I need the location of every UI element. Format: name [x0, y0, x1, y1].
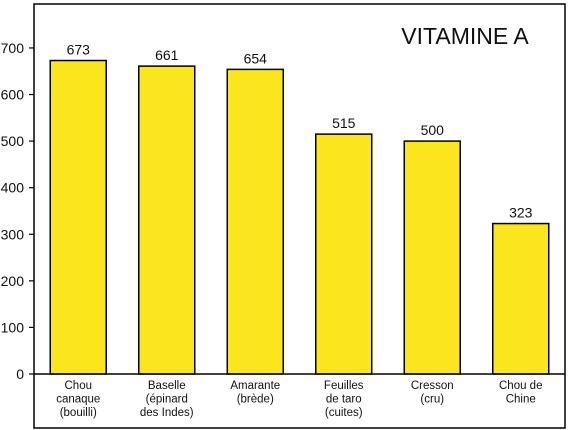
x-category-label: canaque: [56, 394, 100, 406]
x-category-label: Feuilles: [324, 380, 364, 392]
y-tick-label: 700: [1, 40, 25, 56]
bar: [138, 65, 196, 375]
bar: [403, 140, 461, 375]
bar: [492, 222, 550, 375]
data-label: 661: [155, 47, 179, 63]
data-label: 654: [244, 50, 268, 66]
data-label: 500: [421, 122, 445, 138]
y-tick-label: 500: [1, 133, 25, 149]
x-category-label: Amarante: [230, 380, 280, 392]
chart-frame: [33, 3, 566, 429]
data-label: 673: [67, 42, 91, 58]
x-category-label: (cru): [420, 394, 444, 406]
y-tick-label: 200: [1, 273, 25, 289]
x-category-label: (brède): [237, 394, 274, 406]
data-label: 323: [509, 205, 533, 221]
x-category-label: Cresson: [411, 380, 454, 392]
chart-title: VITAMINE A: [401, 23, 529, 49]
y-tick-label: 100: [1, 319, 25, 335]
y-tick-label: 300: [1, 226, 25, 242]
data-label: 515: [332, 115, 356, 131]
x-category-label: Baselle: [148, 380, 186, 392]
x-category-label: Chou de: [499, 380, 542, 392]
bar: [315, 133, 373, 375]
x-category-label: Chine: [506, 394, 536, 406]
x-category-label: (cuites): [325, 407, 363, 419]
bar: [49, 59, 107, 375]
x-category-label: de taro: [326, 394, 362, 406]
x-category-label: (épinard: [146, 394, 188, 406]
x-category-label: (bouilli): [60, 407, 97, 419]
bar: [226, 68, 284, 375]
x-category-label: Chou: [65, 380, 93, 392]
x-category-label: des Indes): [140, 407, 194, 419]
y-tick-label: 0: [16, 366, 24, 382]
y-tick-label: 400: [1, 180, 25, 196]
y-tick-label: 600: [1, 87, 25, 103]
